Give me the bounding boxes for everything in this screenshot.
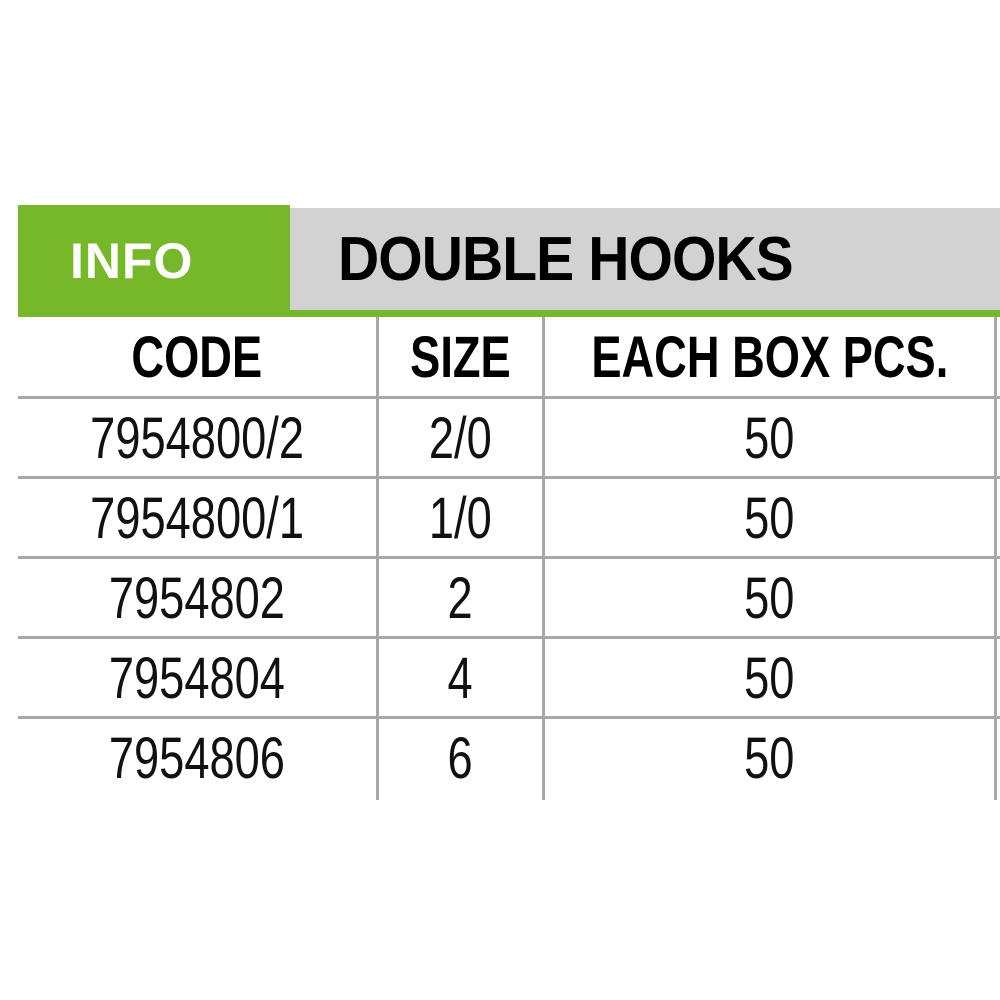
cell-size: 1/0 (379, 478, 542, 558)
cell-size: 2/0 (379, 398, 542, 478)
cell-value: 50 (744, 405, 795, 471)
header-label: EACH BOX PCS. (591, 325, 948, 390)
cell-each-box-pcs: 50 (545, 718, 994, 798)
cell-code: 7954802 (18, 558, 376, 638)
cell-value: 2/0 (429, 405, 492, 471)
cell-value: 1/0 (429, 485, 492, 551)
cell-each-box-pcs: 50 (545, 398, 994, 478)
cell-code: 7954804 (18, 638, 376, 718)
cell-code: 7954806 (18, 718, 376, 798)
info-label: INFO (70, 233, 194, 289)
cell-code: 7954800/2 (18, 398, 376, 478)
cell-value: 4 (447, 645, 474, 711)
cell-each-box-pcs: 50 (545, 478, 994, 558)
row-divider (18, 556, 1000, 559)
header-each-box-pcs: EACH BOX PCS. (545, 317, 994, 398)
cell-value: 7954804 (108, 645, 286, 711)
row-divider (18, 476, 1000, 479)
header-code: CODE (18, 317, 376, 398)
cell-value: 50 (744, 645, 795, 711)
row-divider (18, 396, 1000, 399)
title-underline (18, 310, 1000, 317)
cell-each-box-pcs: 50 (545, 638, 994, 718)
cell-code: 7954800/1 (18, 478, 376, 558)
cell-value: 7954800/2 (90, 405, 304, 471)
cell-value: 50 (744, 485, 795, 551)
cell-value: 6 (447, 725, 474, 791)
cell-value: 7954802 (108, 565, 286, 631)
header-size: SIZE (379, 317, 542, 398)
cell-size: 2 (379, 558, 542, 638)
cell-value: 7954800/1 (90, 485, 304, 551)
product-title: DOUBLE HOOKS (338, 225, 794, 294)
row-divider (18, 716, 1000, 719)
title-bar (290, 208, 1000, 311)
cell-value: 50 (744, 565, 795, 631)
cell-value: 50 (744, 725, 795, 791)
row-divider (18, 636, 1000, 639)
cell-value: 2 (447, 565, 474, 631)
header-label: SIZE (410, 325, 511, 390)
cell-size: 6 (379, 718, 542, 798)
cell-each-box-pcs: 50 (545, 558, 994, 638)
header-label: CODE (131, 325, 263, 390)
cell-size: 4 (379, 638, 542, 718)
cell-value: 7954806 (108, 725, 286, 791)
info-badge (18, 205, 290, 317)
